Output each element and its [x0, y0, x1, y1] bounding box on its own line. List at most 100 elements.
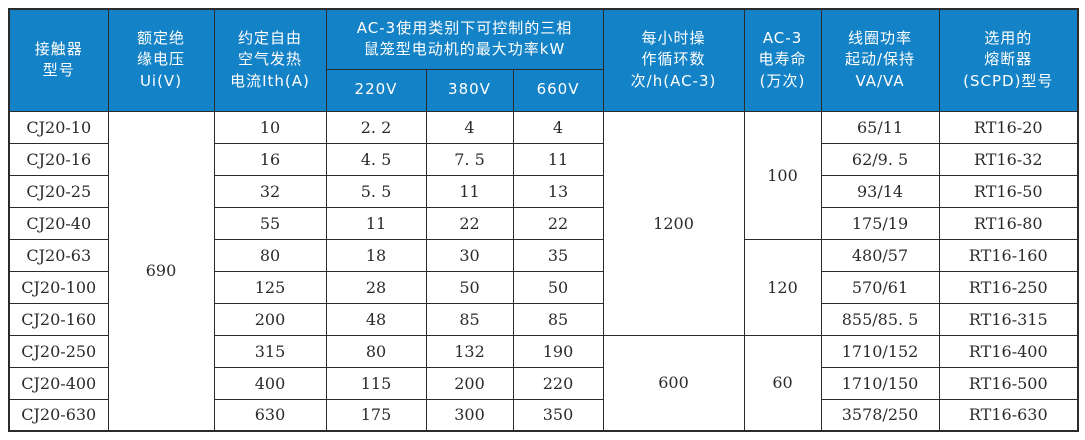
cell-p380: 4	[425, 110, 514, 144]
cell-ith: 55	[213, 206, 327, 240]
cell-fuse: RT16-20	[938, 110, 1079, 144]
table-row: CJ20-10 690 10 2. 2 4 4 1200 100 65/11 R…	[8, 110, 1079, 432]
table-row: CJ20-63 80 18 30 35 120 480/57 RT16-160	[8, 238, 1079, 336]
cell-fuse: RT16-50	[938, 174, 1079, 208]
cell-ith: 400	[213, 366, 327, 400]
cell-p660: 11	[512, 142, 604, 176]
cell-cycles-merged: 1200	[602, 110, 745, 336]
cell-p380: 11	[425, 174, 514, 208]
cell-coil: 1710/152	[820, 334, 940, 368]
cell-fuse: RT16-400	[938, 334, 1079, 368]
table-row: CJ20-25 32 5. 5 11 13 93/14 RT16-50	[8, 174, 1079, 208]
cell-p220: 175	[325, 398, 427, 432]
cell-ith: 10	[213, 110, 327, 144]
cell-p220: 28	[325, 270, 427, 304]
contactor-spec-table: 接触器 型号 额定绝 缘电压 Ui(V) 约定自由 空气发热 电流Ith(A) …	[8, 8, 1080, 432]
cell-cycles-merged: 600	[602, 334, 745, 432]
cell-p660: 35	[512, 238, 604, 272]
cell-model: CJ20-100	[8, 270, 109, 304]
table-row: CJ20-100 125 28 50 50 570/61 RT16-250	[8, 270, 1079, 304]
table-row: CJ20-40 55 11 22 22 175/19 RT16-80	[8, 206, 1079, 240]
cell-model: CJ20-160	[8, 302, 109, 336]
cell-fuse: RT16-80	[938, 206, 1079, 240]
cell-fuse: RT16-32	[938, 142, 1079, 176]
header-ac3-power-group: AC-3使用类别下可控制的三相 鼠笼型电动机的最大功率kW	[325, 8, 604, 70]
cell-model: CJ20-16	[8, 142, 109, 176]
cell-p660: 350	[512, 398, 604, 432]
cell-ith: 315	[213, 334, 327, 368]
cell-p380: 300	[425, 398, 514, 432]
cell-life-merged: 100	[743, 110, 822, 240]
cell-p660: 85	[512, 302, 604, 336]
header-voltage-220: 220V	[325, 68, 427, 112]
cell-fuse: RT16-160	[938, 238, 1079, 272]
cell-coil: 65/11	[820, 110, 940, 144]
table-row: CJ20-400 400 115 200 220 1710/150 RT16-5…	[8, 366, 1079, 400]
header-ac3-life: AC-3 电寿命 (万次)	[743, 8, 822, 112]
cell-model: CJ20-40	[8, 206, 109, 240]
cell-ui-merged: 690	[107, 110, 215, 432]
cell-model: CJ20-400	[8, 366, 109, 400]
header-contactor-model: 接触器 型号	[8, 8, 109, 112]
header-voltage-660: 660V	[512, 68, 604, 112]
cell-fuse: RT16-250	[938, 270, 1079, 304]
cell-p660: 50	[512, 270, 604, 304]
cell-coil: 570/61	[820, 270, 940, 304]
table-row: CJ20-250 315 80 132 190 600 60 1710/152 …	[8, 334, 1079, 432]
cell-model: CJ20-25	[8, 174, 109, 208]
header-rated-insulation-voltage: 额定绝 缘电压 Ui(V)	[107, 8, 215, 112]
header-cycles-per-hour: 每小时操 作循环数 次/h(AC-3)	[602, 8, 745, 112]
header-coil-power: 线圈功率 起动/保持 VA/VA	[820, 8, 940, 112]
table-header: 接触器 型号 额定绝 缘电压 Ui(V) 约定自由 空气发热 电流Ith(A) …	[8, 8, 1079, 112]
cell-p220: 2. 2	[325, 110, 427, 144]
cell-model: CJ20-250	[8, 334, 109, 368]
cell-ith: 200	[213, 302, 327, 336]
cell-model: CJ20-10	[8, 110, 109, 144]
cell-ith: 125	[213, 270, 327, 304]
cell-p380: 22	[425, 206, 514, 240]
cell-p220: 115	[325, 366, 427, 400]
cell-p380: 85	[425, 302, 514, 336]
cell-p380: 200	[425, 366, 514, 400]
cell-p380: 30	[425, 238, 514, 272]
cell-fuse: RT16-500	[938, 366, 1079, 400]
cell-coil: 175/19	[820, 206, 940, 240]
cell-ith: 16	[213, 142, 327, 176]
cell-p660: 13	[512, 174, 604, 208]
cell-coil: 62/9. 5	[820, 142, 940, 176]
cell-coil: 855/85. 5	[820, 302, 940, 336]
cell-ith: 32	[213, 174, 327, 208]
cell-p220: 11	[325, 206, 427, 240]
cell-p220: 5. 5	[325, 174, 427, 208]
cell-life-merged: 60	[743, 334, 822, 432]
header-thermal-current: 约定自由 空气发热 电流Ith(A)	[213, 8, 327, 112]
cell-p380: 132	[425, 334, 514, 368]
cell-model: CJ20-630	[8, 398, 109, 432]
cell-coil: 93/14	[820, 174, 940, 208]
cell-p380: 7. 5	[425, 142, 514, 176]
cell-p220: 4. 5	[325, 142, 427, 176]
cell-p660: 4	[512, 110, 604, 144]
table-row: CJ20-16 16 4. 5 7. 5 11 62/9. 5 RT16-32	[8, 142, 1079, 176]
header-voltage-380: 380V	[425, 68, 514, 112]
table-body: CJ20-10 690 10 2. 2 4 4 1200 100 65/11 R…	[8, 110, 1079, 432]
cell-p220: 80	[325, 334, 427, 368]
cell-ith: 80	[213, 238, 327, 272]
table-row: CJ20-630 630 175 300 350 3578/250 RT16-6…	[8, 398, 1079, 432]
cell-coil: 1710/150	[820, 366, 940, 400]
cell-coil: 480/57	[820, 238, 940, 272]
cell-p220: 48	[325, 302, 427, 336]
header-fuse-type: 选用的 熔断器 (SCPD)型号	[938, 8, 1079, 112]
cell-p660: 22	[512, 206, 604, 240]
cell-p660: 190	[512, 334, 604, 368]
cell-p660: 220	[512, 366, 604, 400]
cell-p380: 50	[425, 270, 514, 304]
cell-life-merged: 120	[743, 238, 822, 336]
cell-p220: 18	[325, 238, 427, 272]
cell-coil: 3578/250	[820, 398, 940, 432]
cell-fuse: RT16-630	[938, 398, 1079, 432]
cell-model: CJ20-63	[8, 238, 109, 272]
cell-fuse: RT16-315	[938, 302, 1079, 336]
cell-ith: 630	[213, 398, 327, 432]
